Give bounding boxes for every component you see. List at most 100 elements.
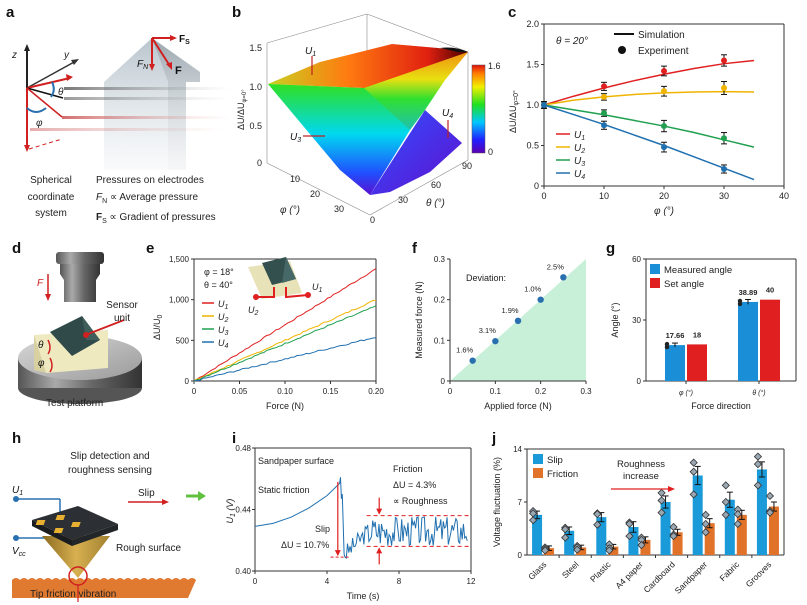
- bar-slip: [724, 499, 735, 555]
- bar-measured-angle: [665, 345, 685, 381]
- y-tick-label: 0.40: [235, 567, 251, 576]
- panel-d-diagram: F θ φ Sensor unit: [18, 252, 142, 404]
- title-line: roughness sensing: [68, 465, 152, 476]
- data-point: [537, 296, 544, 303]
- x-axis-title: Applied force (N): [484, 401, 552, 411]
- replicate-point: [765, 491, 775, 501]
- simulation-line-U3: [543, 104, 755, 148]
- inset-u1-label: U1: [312, 282, 323, 294]
- bar-measured-angle: [738, 301, 758, 381]
- phi-axis-label: φ (°): [280, 205, 300, 216]
- bar-slip: [596, 517, 607, 555]
- replicate-point: [733, 510, 742, 519]
- simulation-line-U4: [543, 104, 755, 181]
- test-platform-caption: Test platform: [46, 398, 104, 409]
- z-tick: 0.5: [249, 121, 262, 131]
- condition-annotation: φ = 18°: [204, 267, 234, 277]
- panel-c-label: c: [508, 4, 517, 21]
- u4-annotation: U4: [442, 108, 453, 120]
- y-tick-label: 0.2: [434, 296, 446, 305]
- x-tick-label: A4 paper: [613, 559, 645, 591]
- roughness-annotation: Roughness: [617, 459, 665, 470]
- static-friction-annotation: Static friction: [258, 485, 310, 495]
- title-line: Slip detection and: [70, 451, 150, 462]
- y-tick-label: 1.5: [526, 60, 539, 70]
- theta-tick: 60: [431, 180, 441, 190]
- roughness-arrow-head: [668, 486, 675, 492]
- data-point: [514, 317, 522, 325]
- experiment-point-U2: [721, 84, 727, 91]
- bar-friction: [704, 523, 715, 555]
- x-tick-label: 0.20: [368, 387, 384, 396]
- x-tick-label: Sandpaper: [673, 559, 710, 596]
- bar-friction: [640, 539, 651, 555]
- x-tick-label: Glass: [526, 559, 548, 581]
- phi-tick: 30: [334, 204, 344, 214]
- bar-value-label: 17.66: [666, 331, 685, 340]
- data-point: [560, 274, 567, 281]
- y-tick-label: 0: [518, 551, 523, 560]
- inset-sensor-icon: [248, 257, 311, 300]
- replicate-point: [753, 481, 763, 490]
- h-title: Slip detection and roughness sensing: [40, 450, 180, 478]
- experiment-point-U3: [601, 110, 607, 117]
- legend-swatch: [533, 468, 543, 478]
- panel-h-label: h: [12, 430, 22, 447]
- replicate-point: [733, 505, 742, 514]
- y-tick-label: 0.1: [434, 336, 446, 345]
- data-line-U4: [193, 337, 377, 382]
- legend-label-U2: U2: [218, 312, 229, 324]
- legend-experiment-swatch: [618, 46, 626, 54]
- colorbar-max: 1.6: [488, 61, 501, 71]
- legend-label-U3: U3: [218, 325, 229, 337]
- surface-blue: [370, 110, 462, 195]
- chart-c: 0 10 20 30 40 0 0.5 1.0 1.5 2.0 φ (°) ΔU/ΔUφ=0° θ = …: [508, 19, 789, 217]
- bar-set-angle: [760, 299, 780, 381]
- experiment-point-U1: [601, 83, 607, 90]
- phi-label: φ: [38, 358, 45, 369]
- bar-slip: [692, 475, 703, 555]
- experiment-point-U1: [721, 57, 727, 64]
- legend-label-U2: U2: [574, 143, 585, 155]
- replicate-point: [753, 452, 763, 461]
- replicate-point: [721, 497, 730, 507]
- slip-sensor-icon: [32, 506, 118, 578]
- legend-label: Measured angle: [664, 265, 732, 276]
- data-line-U2: [193, 299, 377, 382]
- y-tick-label: 0.48: [235, 444, 251, 453]
- y-tick-label: 0: [185, 377, 190, 386]
- condition-annotation: θ = 20°: [556, 36, 588, 47]
- slip-delta-annotation: ΔU = 10.7%: [281, 540, 329, 550]
- x-tick-label: φ (°): [679, 389, 693, 397]
- y-tick-label: 0: [441, 377, 446, 386]
- fs-label: FS: [179, 34, 190, 46]
- x-tick-label: 10: [599, 191, 609, 201]
- x-tick-label: 0: [541, 191, 546, 201]
- replicate-point: [657, 508, 666, 517]
- chart-j: 0 7 14 Voltage fluctuation (%) Glass Steel Pla…: [492, 445, 785, 596]
- legend-label-U3: U3: [574, 156, 585, 168]
- panel-j-label: j: [492, 430, 497, 447]
- legend-simulation-label: Simulation: [638, 30, 685, 41]
- tip-friction-caption: Tip friction vibration: [30, 589, 117, 600]
- bar-value-label: 18: [693, 330, 701, 339]
- slip-arrow-head: [334, 550, 341, 557]
- x-tick-label: Cardboard: [641, 559, 677, 595]
- friction-arrow-head: [376, 508, 383, 515]
- coordinate-axes-icon: [24, 44, 79, 152]
- x-tick-label: 0.05: [232, 387, 248, 396]
- roughness-annotation: ∝ Roughness: [393, 496, 448, 506]
- bar-friction: [576, 547, 587, 555]
- replicate-point: [669, 531, 678, 541]
- replicate-point: [561, 533, 570, 542]
- legend-label: Slip: [547, 455, 563, 466]
- friction-annotation: Friction: [393, 464, 423, 474]
- replicate-point: [528, 516, 538, 525]
- replicate-point: [637, 541, 646, 550]
- y-tick-label: 0: [637, 377, 642, 386]
- bar-value-label: 40: [766, 286, 774, 295]
- z-tick: 0: [257, 158, 262, 168]
- x-axis-title: φ (°): [654, 206, 674, 217]
- bar-friction: [672, 532, 683, 555]
- deviation-label: 2.5%: [547, 262, 564, 271]
